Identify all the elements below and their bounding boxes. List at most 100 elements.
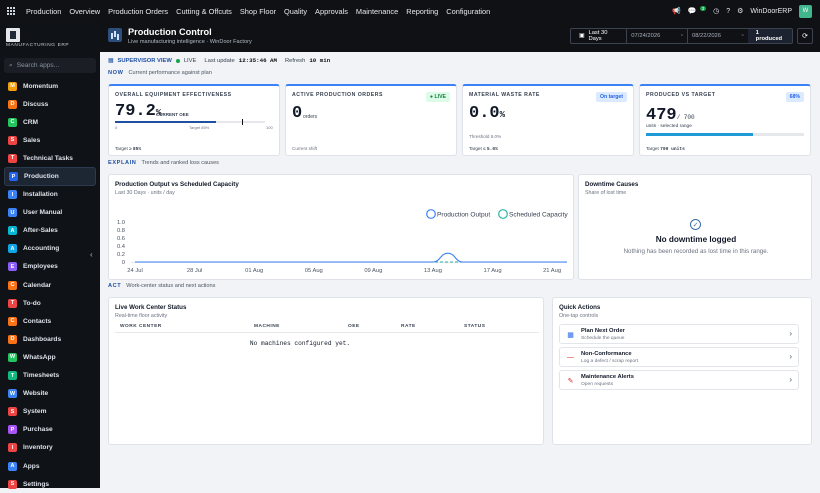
nav-quality[interactable]: Quality xyxy=(284,6,308,16)
megaphone-icon[interactable]: 📢 xyxy=(672,8,681,15)
oee-progress-fill xyxy=(115,121,216,123)
sidebar-item-label: User Manual xyxy=(23,209,63,217)
sidebar-item-label: Purchase xyxy=(23,426,53,434)
maintenance-alerts-button[interactable]: ✎ Maintenance Alerts Open requests › xyxy=(559,370,799,390)
nav-reporting[interactable]: Reporting xyxy=(406,6,439,16)
company-name[interactable]: WinDoorERP xyxy=(750,7,792,15)
legend-label: Production Output xyxy=(437,212,490,219)
after-sales-icon: A xyxy=(8,226,17,236)
nav-production[interactable]: Production xyxy=(26,6,62,16)
nav-approvals[interactable]: Approvals xyxy=(315,6,348,16)
work-center-title: Live Work Center Status xyxy=(115,304,187,311)
calendar-icon: ▣ xyxy=(579,33,585,39)
settings-icon[interactable]: ⚙ xyxy=(737,8,744,15)
col-machine[interactable]: MACHINE xyxy=(254,324,280,329)
sidebar-item-production[interactable]: P Production xyxy=(4,167,96,186)
sidebar-item-momentum[interactable]: M Momentum xyxy=(0,77,100,95)
table-divider xyxy=(115,332,539,333)
sidebar-item-user-manual[interactable]: U User Manual xyxy=(0,204,100,222)
supervisor-icon: ▦ xyxy=(108,57,114,64)
sidebar-item-dashboards[interactable]: D Dashboards xyxy=(0,330,100,348)
sidebar-item-crm[interactable]: C CRM xyxy=(0,113,100,131)
downtime-subtitle: Share of lost time xyxy=(585,190,627,196)
non-conformance-button[interactable]: — Non-Conformance Log a defect / scrap r… xyxy=(559,347,799,367)
date-range-picker[interactable]: ▣ Last 30 Days 07/24/2026 ▫ 08/22/2026 ▫ 1 … xyxy=(570,28,793,44)
legend-marker xyxy=(426,209,436,219)
col-oee[interactable]: OEE xyxy=(348,324,360,329)
chevron-right-icon: › xyxy=(789,375,792,384)
action-sub: Log a defect / scrap report xyxy=(581,359,639,364)
sidebar-item-label: After-Sales xyxy=(23,227,58,235)
y-tick-label: 0.4 xyxy=(117,244,126,250)
sidebar-item-after-sales[interactable]: A After-Sales xyxy=(0,222,100,240)
sidebar-item-inventory[interactable]: I Inventory xyxy=(0,439,100,457)
date-to-field[interactable]: 08/22/2026 ▫ xyxy=(686,29,748,43)
avatar[interactable]: W xyxy=(799,4,812,18)
scale-min: 0 xyxy=(115,125,118,130)
downtime-empty-text: Nothing has been recorded as lost time i… xyxy=(623,248,769,255)
nav-overview[interactable]: Overview xyxy=(69,6,101,16)
sidebar-item-discuss[interactable]: D Discuss xyxy=(0,95,100,113)
nav-shop-floor[interactable]: Shop Floor xyxy=(239,6,277,16)
col-status[interactable]: STATUS xyxy=(464,324,486,329)
top-navbar: Production Overview Production Orders Cu… xyxy=(0,0,820,22)
downtime-title: Downtime Causes xyxy=(585,181,639,188)
col-rate[interactable]: RATE xyxy=(401,324,416,329)
x-tick-label: 09 Aug xyxy=(364,268,382,274)
supervisor-view-label[interactable]: SUPERVISOR VIEW xyxy=(117,57,172,64)
refresh-button[interactable]: ⟳ xyxy=(797,28,813,44)
sidebar-item-purchase[interactable]: P Purchase xyxy=(0,421,100,439)
company-logo[interactable] xyxy=(6,28,20,42)
system-icon: S xyxy=(8,407,17,417)
work-center-subtitle: Real-time floor activity xyxy=(115,313,168,319)
produced-caption: units · selected range xyxy=(646,124,692,129)
refresh-interval: 10 min xyxy=(309,57,331,64)
sidebar-item-contacts[interactable]: C Contacts xyxy=(0,312,100,330)
collapse-sidebar-icon[interactable]: ‹ xyxy=(90,250,93,259)
sidebar-item-label: Settings xyxy=(23,480,50,488)
sidebar-list: M Momentum D Discuss C CRM S Sales T Technical Ta… xyxy=(0,77,100,493)
sidebar-item-timesheets[interactable]: T Timesheets xyxy=(0,367,100,385)
oee-progress-track xyxy=(115,121,265,123)
nav-configuration[interactable]: Configuration xyxy=(446,6,491,16)
sidebar-item-website[interactable]: W Website xyxy=(0,385,100,403)
action-sub: Schedule the queue xyxy=(581,336,625,341)
action-sub: Open requests xyxy=(581,382,614,387)
plan-next-order-button[interactable]: ▦ Plan Next Order Schedule the queue › xyxy=(559,324,799,344)
sidebar-item-sales[interactable]: S Sales xyxy=(0,131,100,149)
search-input[interactable]: Search apps... xyxy=(16,62,60,69)
orders-unit: orders xyxy=(303,114,318,120)
sidebar-item-accounting[interactable]: A Accounting xyxy=(0,240,100,258)
sidebar-item-employees[interactable]: E Employees xyxy=(0,258,100,276)
y-tick-label: 0.2 xyxy=(117,252,125,258)
oee-value: 79.2% xyxy=(115,102,162,121)
nav-production-orders[interactable]: Production Orders xyxy=(108,6,169,16)
sidebar-item-technical-tasks[interactable]: T Technical Tasks xyxy=(0,149,100,167)
chat-icon[interactable]: 💬 xyxy=(687,8,697,15)
date-from-field[interactable]: 07/24/2026 ▫ xyxy=(626,29,687,43)
sidebar-item-whatsapp[interactable]: W WhatsApp xyxy=(0,348,100,366)
app-grid-icon[interactable] xyxy=(7,6,16,16)
website-icon: W xyxy=(8,389,17,399)
date-to-calendar-icon: ▫ xyxy=(741,33,744,39)
sidebar-item-settings[interactable]: S Settings xyxy=(0,475,100,493)
nav-cutting-offcuts[interactable]: Cutting & Offcuts xyxy=(176,6,232,16)
sidebar-item-installation[interactable]: I Installation xyxy=(0,186,100,204)
app-search[interactable]: ⌕ Search apps... xyxy=(4,58,96,73)
brand-label: MANUFACTURING ERP xyxy=(6,43,70,48)
clock-icon[interactable]: ◷ xyxy=(713,8,720,15)
sidebar-item-label: Timesheets xyxy=(23,372,60,380)
sidebar-item-system[interactable]: S System xyxy=(0,403,100,421)
col-work-center[interactable]: WORK CENTER xyxy=(120,324,162,329)
help-icon[interactable]: ? xyxy=(726,7,731,15)
sidebar-item-label: Production xyxy=(24,173,59,181)
produced-footer: Target 700 units xyxy=(646,146,685,152)
sidebar-item-label: Technical Tasks xyxy=(23,154,73,162)
range-label[interactable]: Last 30 Days xyxy=(588,30,608,42)
sidebar-item-calendar[interactable]: C Calendar xyxy=(0,276,100,294)
sidebar-item-apps[interactable]: A Apps xyxy=(0,457,100,475)
sidebar-item-to-do[interactable]: T To-do xyxy=(0,294,100,312)
timesheets-icon: T xyxy=(8,371,17,381)
chart-title: Production Output vs Scheduled Capacity xyxy=(115,181,239,188)
nav-maintenance[interactable]: Maintenance xyxy=(355,6,399,16)
